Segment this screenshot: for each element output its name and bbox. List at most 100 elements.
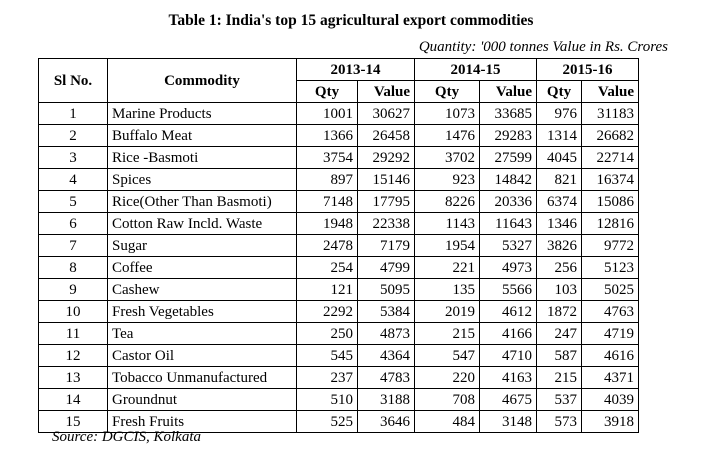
table-row: 8 Coffee 254 4799 221 4973 256 5123: [38, 256, 639, 279]
cell-sl-no: 15: [38, 410, 108, 433]
cell-qty-2014-15: 923: [414, 168, 480, 191]
header-value-2015-16: Value: [581, 80, 639, 103]
cell-value-2014-15: 4675: [479, 388, 537, 411]
header-row-measures: Qty Value Qty Value Qty Value: [39, 80, 639, 103]
cell-qty-2014-15: 1954: [414, 234, 480, 257]
cell-value-2015-16: 22714: [581, 146, 639, 169]
cell-commodity: Marine Products: [107, 102, 297, 125]
cell-value-2015-16: 4039: [581, 388, 639, 411]
cell-value-2013-14: 3188: [357, 388, 415, 411]
cell-value-2015-16: 31183: [581, 102, 639, 125]
cell-value-2013-14: 3646: [357, 410, 415, 433]
cell-value-2013-14: 4799: [357, 256, 415, 279]
cell-value-2015-16: 5025: [581, 278, 639, 301]
cell-commodity: Coffee: [107, 256, 297, 279]
cell-commodity: Groundnut: [107, 388, 297, 411]
cell-sl-no: 12: [38, 344, 108, 367]
cell-qty-2015-16: 976: [536, 102, 582, 125]
table-row: 15 Fresh Fruits 525 3646 484 3148 573 3918: [38, 410, 639, 433]
cell-value-2013-14: 4364: [357, 344, 415, 367]
table-row: 1 Marine Products 1001 30627 1073 33685 976 311…: [38, 102, 639, 125]
cell-value-2013-14: 29292: [357, 146, 415, 169]
cell-value-2015-16: 5123: [581, 256, 639, 279]
table-row: 14 Groundnut 510 3188 708 4675 537 4039: [38, 388, 639, 411]
cell-qty-2015-16: 821: [536, 168, 582, 191]
table-row: 13 Tobacco Unmanufactured 237 4783 220 4163 21…: [38, 366, 639, 389]
table-row: 9 Cashew 121 5095 135 5566 103 5025: [38, 278, 639, 301]
cell-commodity: Castor Oil: [107, 344, 297, 367]
cell-qty-2015-16: 1872: [536, 300, 582, 323]
cell-value-2014-15: 33685: [479, 102, 537, 125]
cell-sl-no: 4: [38, 168, 108, 191]
cell-qty-2014-15: 1476: [414, 124, 480, 147]
cell-sl-no: 13: [38, 366, 108, 389]
cell-value-2014-15: 4166: [479, 322, 537, 345]
table-row: 11 Tea 250 4873 215 4166 247 4719: [38, 322, 639, 345]
cell-sl-no: 6: [38, 212, 108, 235]
cell-qty-2013-14: 2478: [296, 234, 358, 257]
cell-qty-2014-15: 484: [414, 410, 480, 433]
header-year-2015-16: 2015-16: [536, 58, 639, 81]
header-value-2014-15: Value: [479, 80, 537, 103]
header-year-2013-14: 2013-14: [296, 58, 415, 81]
table-row: 10 Fresh Vegetables 2292 5384 2019 4612 1872 47…: [38, 300, 639, 323]
cell-value-2013-14: 26458: [357, 124, 415, 147]
cell-value-2013-14: 5384: [357, 300, 415, 323]
cell-qty-2014-15: 8226: [414, 190, 480, 213]
cell-value-2014-15: 11643: [479, 212, 537, 235]
cell-value-2013-14: 7179: [357, 234, 415, 257]
cell-qty-2013-14: 525: [296, 410, 358, 433]
header-qty-2014-15: Qty: [414, 80, 480, 103]
cell-qty-2014-15: 221: [414, 256, 480, 279]
cell-qty-2014-15: 215: [414, 322, 480, 345]
cell-sl-no: 14: [38, 388, 108, 411]
cell-qty-2013-14: 254: [296, 256, 358, 279]
cell-value-2015-16: 12816: [581, 212, 639, 235]
table-row: 4 Spices 897 15146 923 14842 821 16374: [38, 168, 639, 191]
cell-value-2015-16: 26682: [581, 124, 639, 147]
cell-commodity: Tea: [107, 322, 297, 345]
cell-value-2013-14: 4783: [357, 366, 415, 389]
cell-commodity: Cotton Raw Incld. Waste: [107, 212, 297, 235]
cell-value-2014-15: 14842: [479, 168, 537, 191]
cell-qty-2013-14: 897: [296, 168, 358, 191]
cell-sl-no: 10: [38, 300, 108, 323]
table-title: Table 1: India's top 15 agricultural exp…: [168, 12, 534, 29]
table-row: 6 Cotton Raw Incld. Waste 1948 22338 1143 116…: [38, 212, 639, 235]
cell-value-2014-15: 4710: [479, 344, 537, 367]
cell-value-2014-15: 5327: [479, 234, 537, 257]
cell-qty-2013-14: 1366: [296, 124, 358, 147]
cell-commodity: Fresh Fruits: [107, 410, 297, 433]
cell-value-2013-14: 15146: [357, 168, 415, 191]
cell-value-2015-16: 4763: [581, 300, 639, 323]
cell-qty-2013-14: 1948: [296, 212, 358, 235]
cell-qty-2014-15: 3702: [414, 146, 480, 169]
cell-qty-2013-14: 1001: [296, 102, 358, 125]
cell-commodity: Rice(Other Than Basmoti): [107, 190, 297, 213]
header-commodity: Commodity: [107, 58, 297, 103]
header-row-years: Sl No. Commodity 2013-14 2014-15 2015-16: [38, 58, 639, 103]
cell-qty-2015-16: 1314: [536, 124, 582, 147]
cell-qty-2015-16: 4045: [536, 146, 582, 169]
cell-qty-2013-14: 3754: [296, 146, 358, 169]
cell-sl-no: 11: [38, 322, 108, 345]
header-qty-2013-14: Qty: [296, 80, 358, 103]
cell-qty-2015-16: 573: [536, 410, 582, 433]
header-year-2014-15: 2014-15: [414, 58, 537, 81]
cell-commodity: Tobacco Unmanufactured: [107, 366, 297, 389]
cell-qty-2013-14: 237: [296, 366, 358, 389]
header-qty-2015-16: Qty: [536, 80, 582, 103]
cell-sl-no: 9: [38, 278, 108, 301]
cell-qty-2014-15: 547: [414, 344, 480, 367]
cell-commodity: Buffalo Meat: [107, 124, 297, 147]
cell-qty-2014-15: 708: [414, 388, 480, 411]
cell-value-2013-14: 4873: [357, 322, 415, 345]
table-row: 12 Castor Oil 545 4364 547 4710 587 4616: [38, 344, 639, 367]
table-row: 3 Rice -Basmoti 3754 29292 3702 27599 4045 2271…: [38, 146, 639, 169]
cell-value-2013-14: 22338: [357, 212, 415, 235]
table-row: 5 Rice(Other Than Basmoti) 7148 17795 8226 20…: [38, 190, 639, 213]
cell-sl-no: 8: [38, 256, 108, 279]
cell-commodity: Rice -Basmoti: [107, 146, 297, 169]
cell-qty-2015-16: 1346: [536, 212, 582, 235]
cell-sl-no: 7: [38, 234, 108, 257]
